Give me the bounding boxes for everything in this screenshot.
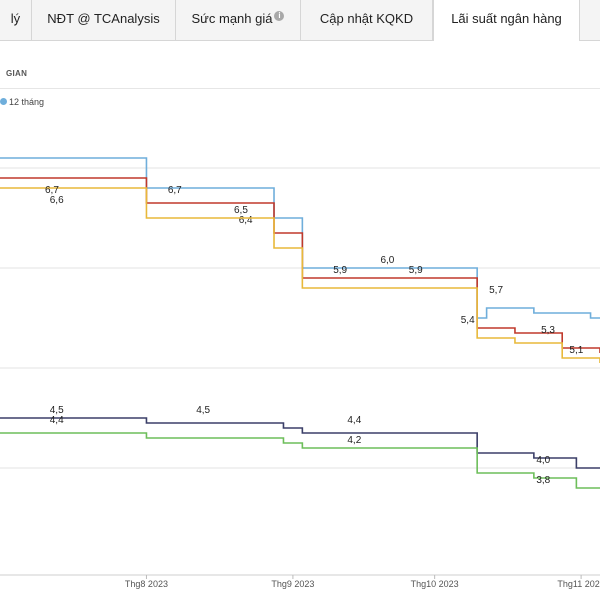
x-tick-label: Thg8 2023 — [125, 579, 168, 589]
tab-label: Lãi suất ngân hàng — [451, 11, 562, 26]
series-line — [0, 187, 600, 363]
tab-bar: lý NĐT @ TCAnalysis Sức mạnh giá i Cập nh… — [0, 0, 600, 41]
data-label: 6,6 — [50, 195, 64, 206]
data-label: 4,5 — [50, 405, 64, 416]
series-line — [0, 157, 600, 319]
tab-bank-interest-rates[interactable]: Lãi suất ngân hàng — [433, 0, 580, 41]
data-label: 6,7 — [168, 185, 182, 196]
section-label: GIAN — [6, 69, 28, 78]
data-label: 6,0 — [380, 255, 394, 266]
data-label: 3,8 — [536, 475, 550, 486]
series-line — [0, 417, 600, 469]
tab-earnings-update[interactable]: Cập nhật KQKD — [301, 0, 433, 40]
tab-label: NĐT @ TCAnalysis — [47, 11, 160, 26]
tab-label: Cập nhật KQKD — [319, 11, 414, 26]
data-label: 6,5 — [234, 205, 248, 216]
x-tick-label: Thg9 2023 — [271, 579, 314, 589]
series-line — [0, 177, 600, 353]
data-label: 4,2 — [347, 435, 361, 446]
data-label: 5,9 — [333, 265, 347, 276]
x-tick-label: Thg11 2023 — [557, 579, 600, 589]
data-label: 5,3 — [541, 325, 555, 336]
data-label: 4,4 — [50, 415, 64, 426]
legend-dot-icon — [0, 98, 7, 105]
info-icon[interactable]: i — [274, 11, 285, 21]
series-line — [0, 432, 600, 489]
data-label: 4,4 — [347, 415, 361, 426]
x-tick-label: Thg10 2023 — [411, 579, 459, 589]
data-label: 6,4 — [239, 215, 253, 226]
tab-label: lý — [10, 11, 21, 26]
data-label: 4,0 — [536, 455, 550, 466]
chart-legend[interactable]: 12 tháng — [0, 97, 44, 107]
data-label: 5,9 — [409, 265, 423, 276]
tab-label: Sức mạnh giá — [191, 11, 273, 26]
tab-partial[interactable]: lý — [0, 0, 32, 40]
legend-label: 12 tháng — [9, 97, 45, 107]
data-label: 5,4 — [461, 315, 475, 326]
tab-price-strength[interactable]: Sức mạnh giá i — [176, 0, 301, 40]
divider — [0, 88, 600, 89]
tab-investors[interactable]: NĐT @ TCAnalysis — [32, 0, 176, 40]
data-label: 6,7 — [45, 185, 59, 196]
data-label: 5,7 — [489, 285, 503, 296]
data-label: 4,5 — [196, 405, 210, 416]
data-label: 5,1 — [569, 345, 583, 356]
